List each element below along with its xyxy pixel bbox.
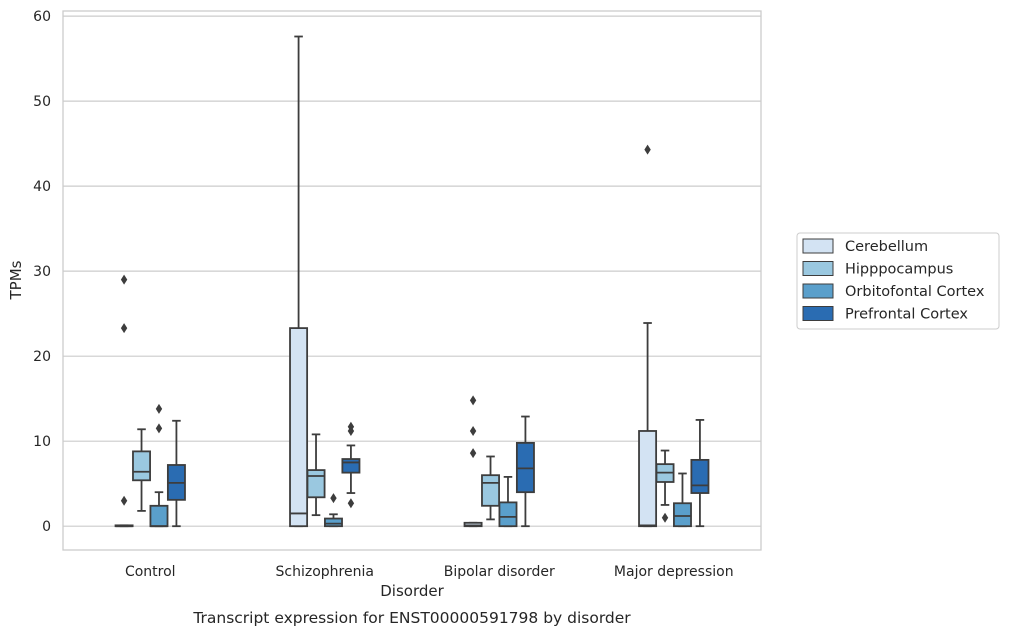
x-tick-label: Bipolar disorder	[444, 564, 555, 580]
outlier-point	[469, 425, 477, 436]
legend-swatch	[802, 283, 834, 299]
outlier-point	[155, 423, 163, 434]
boxes	[114, 35, 710, 528]
y-tick-label: 20	[33, 349, 51, 365]
outlier-point	[644, 144, 651, 155]
box-body	[341, 458, 361, 474]
box-1-2	[481, 455, 500, 521]
outlier-point	[347, 498, 355, 509]
legend-swatch	[802, 261, 834, 276]
y-tick-label: 0	[42, 519, 51, 535]
outlier-point	[155, 403, 163, 414]
box-0-3	[638, 144, 658, 528]
y-tick-label: 30	[33, 264, 51, 280]
x-tick-labels: Control Schizophrenia Bipolar disorder Majo…	[125, 564, 734, 580]
outlier-point	[347, 421, 355, 432]
box-0-1	[289, 35, 309, 528]
chart-caption: Transcript expression for ENST0000059179…	[192, 609, 631, 627]
box-2-1	[324, 493, 343, 528]
y-tick-label: 50	[33, 94, 51, 110]
outlier-point	[120, 323, 128, 334]
legend-label: Cerebellum	[845, 239, 928, 255]
box-body	[324, 517, 343, 528]
y-tick-label: 40	[33, 179, 51, 195]
outlier-point	[120, 274, 128, 285]
legend-swatch	[802, 306, 834, 321]
box-body	[690, 458, 710, 494]
box-3-1	[341, 421, 361, 509]
box-body	[289, 327, 309, 528]
outlier-point	[469, 448, 477, 459]
y-tick-label: 60	[33, 9, 51, 25]
box-1-1	[306, 433, 326, 517]
legend-label: Hipppocampus	[845, 262, 953, 278]
legend-label: Prefrontal Cortex	[845, 307, 968, 323]
box-body	[638, 430, 658, 528]
box-3-2	[515, 415, 535, 528]
outlier-point	[661, 512, 669, 523]
box-3-3	[690, 419, 710, 528]
y-axis-label: TPMs	[7, 260, 25, 300]
box-body	[481, 474, 500, 507]
x-tick-label: Control	[125, 564, 176, 580]
plot-frame	[62, 10, 762, 551]
gridlines	[63, 15, 761, 527]
legend-frame	[796, 232, 1000, 330]
box-body	[673, 502, 692, 528]
box-2-3	[673, 472, 692, 528]
box-2-2	[498, 475, 518, 528]
x-axis-label: Disorder	[380, 582, 444, 600]
outlier-point	[330, 493, 337, 504]
box-0-0	[114, 274, 134, 528]
legend-swatch	[802, 238, 834, 254]
y-tick-labels: 0 10 20 30 40 50 60	[33, 9, 51, 535]
box-0-2	[463, 395, 483, 528]
box-3-0	[166, 419, 186, 528]
box-body	[132, 450, 151, 482]
outlier-point	[120, 495, 128, 506]
legend-label: Orbitofontal Cortex	[845, 284, 985, 300]
box-1-0	[132, 428, 151, 512]
outlier-point	[469, 395, 477, 406]
x-tick-label: Major depression	[614, 564, 734, 580]
box-2-0	[149, 403, 169, 528]
box-body	[306, 469, 326, 499]
box-body	[498, 501, 518, 528]
y-tick-label: 10	[33, 434, 51, 450]
box-body	[149, 504, 169, 528]
legend: Cerebellum Hipppocampus Orbitofontal Corte…	[796, 232, 1000, 330]
box-1-3	[655, 449, 675, 523]
x-tick-label: Schizophrenia	[276, 564, 374, 580]
